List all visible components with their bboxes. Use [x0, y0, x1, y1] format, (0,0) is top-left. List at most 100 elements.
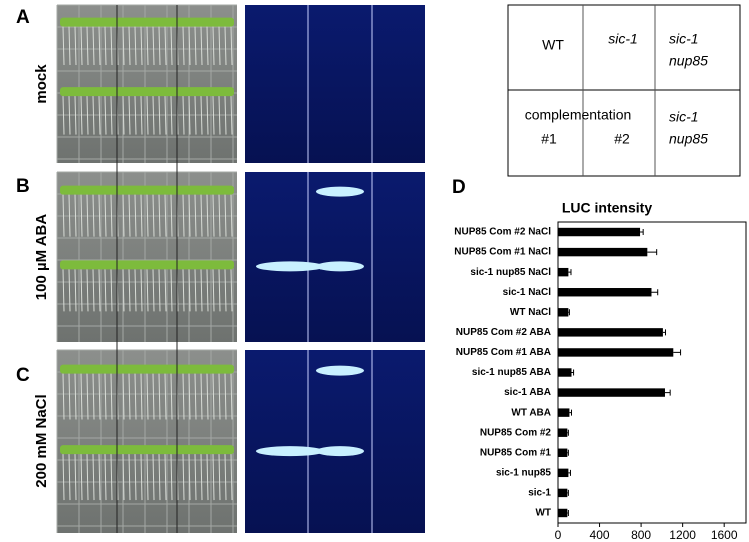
root [110, 373, 113, 420]
root [146, 454, 149, 501]
root [152, 454, 155, 501]
root [188, 269, 191, 312]
root [104, 454, 107, 501]
y-tick-label: NUP85 Com #2 [480, 427, 552, 438]
root [188, 454, 191, 501]
luc-photo [245, 350, 425, 533]
root [128, 96, 131, 135]
root [194, 454, 197, 501]
root [92, 373, 95, 420]
root [146, 194, 149, 237]
error-bar [567, 489, 569, 496]
root [164, 194, 167, 237]
root [206, 26, 209, 66]
root [200, 194, 203, 237]
root [110, 454, 113, 501]
root [218, 194, 221, 237]
bar [558, 247, 648, 257]
root [152, 194, 155, 237]
photos [56, 4, 425, 533]
root [134, 194, 137, 237]
root [62, 96, 65, 135]
root [98, 26, 101, 66]
error-bar [571, 369, 575, 376]
root [224, 373, 227, 420]
y-tick-label: sic-1 nup85 ABA [472, 367, 551, 378]
root [182, 194, 185, 237]
root [230, 373, 233, 420]
bar [558, 508, 568, 518]
root [194, 373, 197, 420]
root [224, 454, 227, 501]
root [86, 269, 89, 312]
root [164, 26, 167, 66]
root [194, 96, 197, 135]
seedlings [60, 260, 234, 270]
root [98, 454, 101, 501]
layout-text: #2 [614, 131, 630, 147]
root [218, 373, 221, 420]
root [110, 26, 113, 66]
root [74, 269, 77, 312]
root [146, 373, 149, 420]
root [140, 454, 143, 501]
chart-title: LUC intensity [562, 200, 652, 216]
root [158, 269, 161, 312]
error-bar [640, 229, 644, 236]
x-tick-label: 0 [555, 528, 562, 542]
root [140, 373, 143, 420]
root [224, 96, 227, 135]
root [62, 373, 65, 420]
layout-text: sic-1 [669, 31, 699, 47]
bar [558, 468, 569, 478]
bar [558, 227, 641, 237]
error-bar [651, 289, 659, 296]
root [110, 96, 113, 135]
x-tick-label: 1200 [669, 528, 696, 542]
root [194, 269, 197, 312]
root [200, 454, 203, 501]
layout-text: sic-1 [608, 31, 638, 47]
error-bar [673, 349, 682, 356]
root [98, 373, 101, 420]
layout-text: nup85 [669, 131, 708, 147]
root [218, 454, 221, 501]
root [218, 269, 221, 312]
root [74, 26, 77, 66]
root [218, 26, 221, 66]
error-bar [568, 469, 571, 476]
root [146, 269, 149, 312]
root [68, 26, 71, 66]
x-tick-label: 1600 [711, 528, 738, 542]
root [92, 194, 95, 237]
signal [316, 261, 364, 272]
root [170, 26, 173, 66]
root [128, 26, 131, 66]
root [200, 26, 203, 66]
root [158, 454, 161, 501]
bar [558, 408, 570, 417]
error-bar [567, 429, 569, 436]
y-tick-label: NUP85 Com #1 ABA [456, 347, 551, 358]
root [122, 454, 125, 501]
root [224, 269, 227, 312]
y-tick-label: sic-1 NaCl [503, 287, 552, 298]
root [104, 96, 107, 135]
root [194, 194, 197, 237]
bar [558, 448, 568, 457]
error-bar [664, 389, 671, 396]
root [200, 373, 203, 420]
layout-text: WT [542, 37, 564, 53]
root [158, 26, 161, 66]
root [164, 454, 167, 501]
plate-layout: WT sic-1 sic-1 nup85 complementation #1 … [507, 4, 741, 177]
root [86, 373, 89, 420]
error-bar [567, 509, 569, 516]
root [206, 373, 209, 420]
root [110, 194, 113, 237]
root [152, 269, 155, 312]
root [188, 26, 191, 66]
root [104, 26, 107, 66]
root [206, 194, 209, 237]
